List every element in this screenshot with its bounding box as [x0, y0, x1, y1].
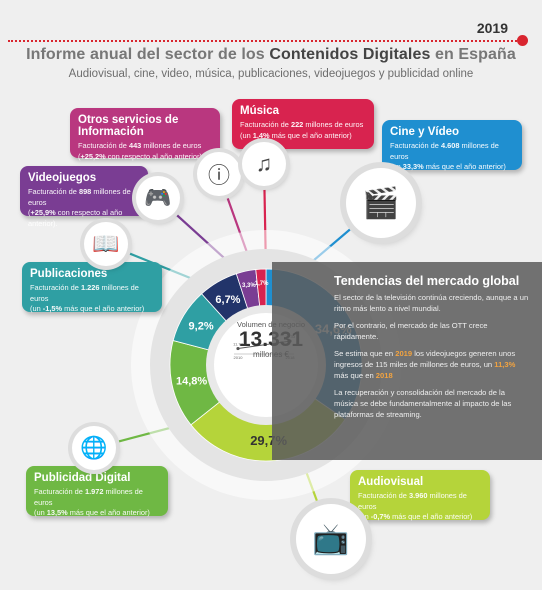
- card-title: Audiovisual: [358, 476, 424, 488]
- page-title: Informe anual del sector de los Contenid…: [0, 46, 542, 64]
- card-audiovisual: Audiovisual Facturación de 3.960 millone…: [350, 470, 490, 522]
- card-text: Facturación de 222 millones de euros (un …: [240, 120, 364, 140]
- slice-label-2: 14,8%: [176, 376, 207, 388]
- card-publicidad-digital: Publicidad Digital Facturación de 1.972 …: [26, 466, 168, 518]
- slice-label-6: 1,7%: [255, 281, 269, 287]
- card-title: Otros servicios de Información: [78, 114, 179, 138]
- card-title: Cine y Vídeo: [390, 126, 460, 138]
- title-pre: Informe anual del sector de los: [26, 46, 270, 63]
- page-subtitle: Audiovisual, cine, video, música, public…: [68, 68, 474, 80]
- mini-point-0: [236, 346, 240, 351]
- card-text: Facturación de 3.960 millones de euros (u…: [358, 491, 473, 522]
- music-note-icon: ♫: [242, 142, 286, 186]
- card-title: Publicidad Digital: [34, 472, 131, 484]
- trend-p4: La recuperación y consolidación del merc…: [334, 388, 512, 419]
- mini-xtick-0: 2010: [234, 355, 244, 360]
- slice-label-3: 9,2%: [189, 320, 214, 332]
- header-dot: [517, 35, 528, 46]
- info-icon: ⓘ: [197, 152, 241, 196]
- card-text: Facturación de 898 millones de euros (+25…: [28, 187, 131, 229]
- card-text: Facturación de 443 millones de euros (+25…: [78, 141, 204, 161]
- card-videojuegos: Videojuegos Facturación de 898 millones …: [20, 166, 148, 228]
- card-otros-servicios: Otros servicios de Información Facturaci…: [70, 108, 220, 161]
- book-icon: 📖: [84, 222, 128, 266]
- gamepad-icon: 🎮: [136, 176, 180, 220]
- card-text: Facturación de 1.972 millones de euros (u…: [34, 487, 150, 518]
- trend-p1: El sector de la televisión continúa crec…: [334, 293, 529, 313]
- card-title: Publicaciones: [30, 268, 108, 280]
- card-text: Facturación de 4.608 millones de euros (u…: [390, 141, 506, 172]
- title-post: en España: [430, 46, 516, 63]
- card-publicaciones: Publicaciones Facturación de 1.226 millo…: [22, 262, 162, 314]
- card-cine-video: Cine y Vídeo Facturación de 4.608 millon…: [382, 120, 522, 172]
- browser-globe-icon: 🌐: [72, 426, 116, 470]
- trend-p3: Se estima que en 2019 los videojuegos ge…: [334, 349, 516, 380]
- card-text: Facturación de 1.226 millones de euros (u…: [30, 283, 145, 314]
- trend-p2: Por el contrario, el mercado de las OTT …: [334, 321, 488, 341]
- card-title: Música: [240, 105, 279, 117]
- mini-value-0: 11.74: [233, 342, 243, 347]
- trend-panel: Tendencias del mercado global El sector …: [272, 262, 542, 460]
- report-year: 2019: [476, 20, 508, 36]
- header-dotted-line: [8, 40, 520, 42]
- card-title: Videojuegos: [28, 172, 97, 184]
- title-bold: Contenidos Digitales: [269, 46, 431, 63]
- card-musica: Música Facturación de 222 millones de eu…: [232, 99, 374, 149]
- film-clapper-icon: 🎬: [346, 168, 416, 238]
- trend-title: Tendencias del mercado global: [334, 274, 520, 288]
- slice-label-4: 6,7%: [215, 294, 240, 306]
- tv-icon: 📺: [296, 504, 366, 574]
- slice-label-5: 3,3%: [242, 283, 256, 289]
